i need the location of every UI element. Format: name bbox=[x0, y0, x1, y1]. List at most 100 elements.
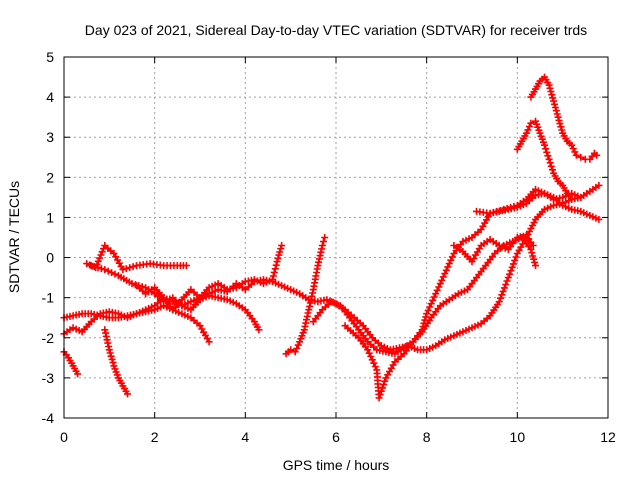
data-point bbox=[129, 263, 137, 271]
data-point bbox=[269, 272, 277, 280]
data-point bbox=[542, 145, 550, 153]
data-point bbox=[182, 262, 190, 270]
data-point bbox=[444, 263, 452, 271]
data-point bbox=[552, 107, 560, 115]
series-11 bbox=[473, 185, 585, 217]
data-point bbox=[308, 292, 316, 300]
series-8 bbox=[309, 234, 539, 358]
data-point bbox=[551, 104, 559, 111]
data-point bbox=[377, 387, 385, 395]
x-tick-label: 12 bbox=[600, 429, 616, 445]
data-point bbox=[506, 270, 514, 278]
data-point bbox=[553, 110, 561, 118]
data-point bbox=[448, 253, 456, 261]
data-point bbox=[498, 291, 506, 299]
data-point bbox=[418, 326, 426, 334]
data-point bbox=[558, 126, 566, 134]
data-point bbox=[503, 204, 511, 212]
data-point bbox=[500, 205, 508, 213]
y-tick-label: 2 bbox=[46, 169, 54, 185]
data-point bbox=[272, 261, 280, 269]
data-point bbox=[104, 267, 112, 275]
data-point bbox=[555, 116, 563, 124]
data-point bbox=[278, 242, 286, 249]
data-point bbox=[547, 88, 555, 95]
data-point bbox=[499, 287, 507, 295]
data-point bbox=[593, 151, 601, 159]
data-point bbox=[528, 249, 536, 257]
x-tick-label: 10 bbox=[510, 429, 526, 445]
series-13 bbox=[527, 73, 601, 163]
data-point bbox=[507, 203, 514, 211]
data-point bbox=[527, 119, 535, 127]
data-point bbox=[544, 152, 552, 160]
y-tick-label: 5 bbox=[46, 49, 54, 65]
data-point bbox=[529, 242, 537, 249]
data-point bbox=[421, 316, 429, 324]
data-point bbox=[557, 123, 565, 131]
data-point bbox=[379, 384, 386, 392]
data-point bbox=[569, 145, 577, 153]
x-tick-label: 0 bbox=[60, 429, 68, 445]
data-point bbox=[530, 255, 538, 263]
data-point bbox=[271, 265, 279, 273]
data-point bbox=[273, 258, 281, 266]
data-point bbox=[509, 260, 517, 268]
data-point bbox=[549, 166, 556, 174]
y-tick-label: 4 bbox=[46, 89, 54, 105]
data-point bbox=[124, 390, 131, 398]
data-point bbox=[305, 306, 313, 314]
series-line bbox=[344, 192, 600, 399]
data-point bbox=[439, 273, 447, 281]
series-10 bbox=[450, 232, 537, 266]
data-point bbox=[94, 257, 102, 265]
data-point bbox=[508, 263, 516, 271]
data-point bbox=[370, 359, 378, 367]
data-point bbox=[128, 280, 136, 288]
data-point bbox=[507, 267, 515, 275]
data-point bbox=[291, 348, 299, 356]
data-point bbox=[294, 341, 302, 349]
data-point bbox=[74, 370, 82, 378]
data-point bbox=[94, 264, 102, 272]
data-point bbox=[504, 274, 512, 282]
y-tick-label: 1 bbox=[46, 209, 54, 225]
data-point bbox=[595, 181, 603, 189]
y-tick-label: 3 bbox=[46, 129, 54, 145]
data-point bbox=[595, 215, 603, 223]
data-point bbox=[554, 113, 562, 121]
data-point bbox=[438, 276, 446, 284]
data-point bbox=[318, 242, 326, 249]
data-point bbox=[577, 193, 585, 201]
data-point bbox=[106, 349, 114, 357]
data-point bbox=[91, 263, 99, 271]
data-point bbox=[97, 265, 105, 273]
data-point bbox=[572, 151, 580, 159]
data-point bbox=[122, 265, 130, 273]
data-point bbox=[433, 286, 441, 294]
data-point bbox=[551, 100, 558, 108]
data-point bbox=[205, 338, 213, 346]
data-point bbox=[493, 207, 501, 215]
data-point bbox=[549, 94, 557, 102]
data-point bbox=[287, 346, 295, 354]
data-point bbox=[547, 162, 555, 170]
data-point bbox=[429, 296, 437, 304]
data-point bbox=[568, 195, 576, 203]
series-9 bbox=[341, 189, 603, 402]
data-point bbox=[447, 256, 455, 264]
data-point bbox=[108, 355, 116, 363]
data-point bbox=[423, 310, 431, 318]
data-point bbox=[255, 326, 263, 334]
data-point bbox=[109, 359, 117, 367]
data-point bbox=[436, 280, 444, 288]
y-tick-label: -1 bbox=[42, 290, 55, 306]
data-point bbox=[503, 277, 511, 285]
data-point bbox=[422, 313, 430, 321]
series-1 bbox=[101, 326, 131, 398]
data-point bbox=[364, 346, 372, 354]
data-point bbox=[529, 252, 537, 260]
data-point bbox=[577, 153, 585, 161]
data-point bbox=[502, 281, 510, 288]
